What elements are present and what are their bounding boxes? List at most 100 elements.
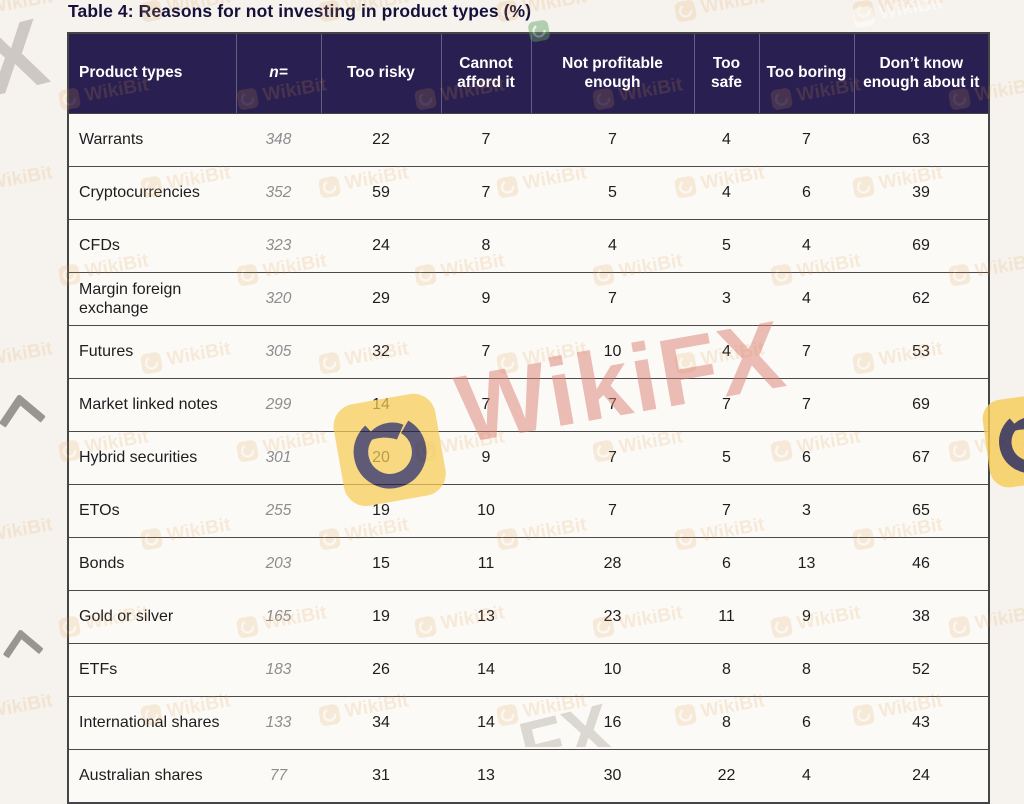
column-header: Not profitable enough <box>530 33 694 114</box>
table-row: Futures 305 32 7 10 4 7 53 <box>68 325 989 379</box>
value-cell: 62 <box>854 272 989 326</box>
product-type-cell: International shares <box>68 696 236 750</box>
sample-size-cell: 183 <box>236 643 321 697</box>
column-header: Too boring <box>758 33 854 114</box>
sample-size-cell: 133 <box>236 696 321 750</box>
value-cell: 14 <box>441 643 531 697</box>
value-cell: 7 <box>531 431 694 485</box>
value-cell: 24 <box>854 749 989 803</box>
sample-size-cell: 203 <box>236 537 321 591</box>
value-cell: 53 <box>854 325 989 379</box>
wikibit-watermark-text: WikiBit <box>521 0 589 19</box>
column-header: Cannot afford it <box>440 33 531 114</box>
sample-size-cell: 165 <box>236 590 321 644</box>
wikibit-icon <box>852 6 875 28</box>
value-cell: 65 <box>854 484 989 538</box>
product-type-cell: Hybrid securities <box>68 431 236 485</box>
sample-size-cell: 305 <box>236 325 321 379</box>
column-header: Product types <box>68 33 236 114</box>
product-type-cell: Gold or silver <box>68 590 236 644</box>
value-cell: 6 <box>694 537 759 591</box>
column-header: n= <box>235 33 321 114</box>
value-cell: 46 <box>854 537 989 591</box>
value-cell: 7 <box>531 272 694 326</box>
value-cell: 67 <box>854 431 989 485</box>
value-cell: 9 <box>441 431 531 485</box>
value-cell: 10 <box>531 325 694 379</box>
table-row: Gold or silver 165 19 13 23 11 9 38 <box>68 590 989 644</box>
wikibit-watermark: WikiBit <box>851 0 945 30</box>
wikibit-watermark: WikiBit <box>673 0 767 24</box>
value-cell: 7 <box>531 484 694 538</box>
value-cell: 59 <box>321 166 441 220</box>
value-cell: 43 <box>854 696 989 750</box>
value-cell: 23 <box>531 590 694 644</box>
value-cell: 13 <box>441 749 531 803</box>
sample-size-cell: 352 <box>236 166 321 220</box>
value-cell: 32 <box>321 325 441 379</box>
table-row: Warrants 348 22 7 7 4 7 63 <box>68 113 989 167</box>
value-cell: 20 <box>321 431 441 485</box>
value-cell: 4 <box>694 166 759 220</box>
value-cell: 8 <box>441 219 531 273</box>
value-cell: 15 <box>321 537 441 591</box>
column-header: Don’t know enough about it <box>853 33 989 114</box>
column-header: Too safe <box>693 33 759 114</box>
chevron-watermark-icon <box>2 628 44 659</box>
value-cell: 19 <box>321 590 441 644</box>
value-cell: 7 <box>531 378 694 432</box>
product-type-cell: Futures <box>68 325 236 379</box>
sample-size-cell: 77 <box>236 749 321 803</box>
value-cell: 24 <box>321 219 441 273</box>
data-table: Product types n= Too risky Cannot afford it… <box>67 32 990 804</box>
sample-size-cell: 348 <box>236 113 321 167</box>
product-type-cell: Australian shares <box>68 749 236 803</box>
value-cell: 4 <box>759 219 854 273</box>
value-cell: 7 <box>441 378 531 432</box>
value-cell: 26 <box>321 643 441 697</box>
value-cell: 7 <box>694 484 759 538</box>
value-cell: 19 <box>321 484 441 538</box>
value-cell: 4 <box>694 113 759 167</box>
value-cell: 39 <box>854 166 989 220</box>
table-row: Cryptocurrencies 352 59 7 5 4 6 39 <box>68 166 989 220</box>
value-cell: 34 <box>321 696 441 750</box>
value-cell: 4 <box>759 272 854 326</box>
table-row: Market linked notes 299 14 7 7 7 7 69 <box>68 378 989 432</box>
wikibit-watermark-text: WikiBit <box>0 514 55 547</box>
product-type-cell: Margin foreign exchange <box>68 272 236 326</box>
value-cell: 7 <box>441 113 531 167</box>
wikibit-watermark: WikiBit <box>851 0 945 24</box>
value-cell: 3 <box>759 484 854 538</box>
value-cell: 14 <box>321 378 441 432</box>
wikibit-watermark-text: WikiBit <box>877 0 945 25</box>
sample-size-cell: 301 <box>236 431 321 485</box>
value-cell: 9 <box>759 590 854 644</box>
value-cell: 4 <box>759 749 854 803</box>
value-cell: 69 <box>854 219 989 273</box>
sample-size-cell: 299 <box>236 378 321 432</box>
table-row: Hybrid securities 301 20 9 7 5 6 67 <box>68 431 989 485</box>
value-cell: 8 <box>759 643 854 697</box>
value-cell: 8 <box>694 696 759 750</box>
value-cell: 7 <box>759 378 854 432</box>
wikibit-watermark-text: WikiBit <box>699 0 767 19</box>
value-cell: 4 <box>694 325 759 379</box>
table-row: ETOs 255 19 10 7 7 3 65 <box>68 484 989 538</box>
product-type-cell: Warrants <box>68 113 236 167</box>
value-cell: 16 <box>531 696 694 750</box>
product-type-cell: ETOs <box>68 484 236 538</box>
value-cell: 69 <box>854 378 989 432</box>
value-cell: 7 <box>694 378 759 432</box>
value-cell: 14 <box>441 696 531 750</box>
sample-size-cell: 323 <box>236 219 321 273</box>
value-cell: 11 <box>441 537 531 591</box>
wikibit-watermark-text: WikiBit <box>877 0 945 19</box>
table-row: Bonds 203 15 11 28 6 13 46 <box>68 537 989 591</box>
value-cell: 22 <box>321 113 441 167</box>
value-cell: 52 <box>854 643 989 697</box>
table-row: Australian shares 77 31 13 30 22 4 24 <box>68 749 989 803</box>
column-header: Too risky <box>320 33 441 114</box>
wikibit-watermark: WikiBit <box>0 338 54 376</box>
product-type-cell: Market linked notes <box>68 378 236 432</box>
